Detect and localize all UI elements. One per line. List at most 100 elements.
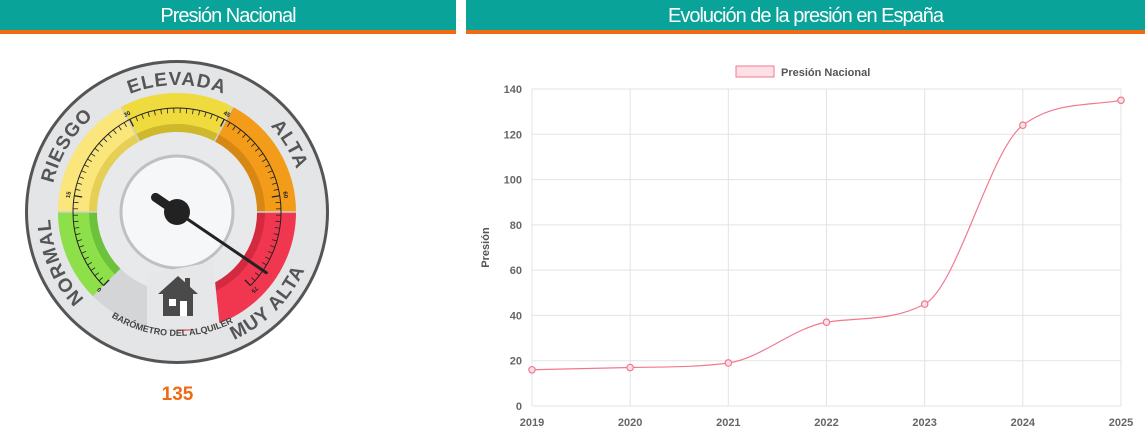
gauge-tick [250,277,256,282]
house-door [180,301,187,316]
gauge-tick [198,110,201,116]
x-tick-label: 2020 [618,417,642,429]
gauge-tick-label: 45 [222,111,231,120]
gauge-needle-hub [164,199,190,225]
data-point [724,359,733,367]
gauge-tick [274,227,280,229]
house-icon [158,276,198,316]
gauge-tick [77,182,83,185]
gauge-tick [135,116,139,122]
gauge-tick [262,262,267,266]
gauge-tick [265,164,270,168]
gauge-tick [129,119,134,127]
gauge-tick [237,129,242,135]
gauge-tick [271,239,277,242]
gauge-tick [254,147,260,152]
gauge-zone-alta [216,106,296,212]
gauge-tick [258,153,264,157]
gauge-zone-separator [213,106,234,142]
legend-label: Presión Nacional [781,67,870,79]
gauge-zone-band [89,212,121,275]
gauge-tick [87,158,92,162]
gauge-tick [75,233,81,236]
gauge-tick [123,122,127,127]
gauge-tick [242,133,247,139]
gauge-tick [98,142,104,147]
y-tick-label: 140 [504,84,522,96]
gauge-tick [79,245,84,248]
gauge-tick [147,112,150,118]
x-tick-label: 2025 [1109,417,1133,429]
gauge-tick [81,170,87,174]
gauge-tick [94,147,100,152]
gauge-tick-label: 60 [281,191,288,199]
gauge-tick [254,272,260,277]
gauge-tick [246,138,251,143]
data-point [626,363,634,372]
gauge-zone-normal [58,212,117,297]
gauge-tick [90,153,96,157]
gauge-tick [94,272,100,277]
x-tick-label: 2019 [520,417,544,429]
legend-swatch [735,65,775,78]
gauge-zone-riesgo [58,106,138,212]
gauge-tick [204,112,207,118]
data-point [1117,96,1125,105]
y-tick-label: 20 [510,356,522,368]
gauge-tick [77,239,83,242]
gauge-tick [265,256,270,260]
chart-panel-title: Evolución de la presión en España [466,0,1145,34]
y-tick-label: 80 [510,220,522,232]
x-tick-label: 2022 [814,417,838,429]
gauge-tick [75,188,81,191]
gauge-zone-separator [120,106,141,142]
gauge-tick [244,279,251,286]
gauge-tick [250,142,256,147]
gauge-tick [271,182,277,185]
gauge-tick [273,188,279,191]
gauge-zone-band [214,134,265,212]
gauge-tick [84,164,89,168]
gauge-tick [90,267,96,271]
gauge-tick [84,256,89,260]
gauge-tick [271,195,280,198]
gauge-tick [103,279,110,286]
gauge-tick [74,195,83,198]
house-chimney [185,278,190,288]
gauge-panel-title: Presión Nacional [0,0,456,34]
gauge-tick [98,277,104,282]
gauge-zone-band [177,212,265,300]
gauge-tick [141,114,144,119]
y-tick-label: 120 [504,129,522,141]
gauge-tick [267,170,273,174]
gauge-tick [153,110,156,116]
gauge-value: 135 [161,384,194,405]
data-point [528,365,536,374]
gauge-tick [262,158,267,162]
gauge-tick [220,119,225,127]
gauge-tick [74,227,80,229]
gauge-tick-label: 15 [66,191,73,199]
gauge-tick [227,122,231,127]
gauge-tick [79,176,84,179]
gauge-tick [232,125,236,131]
y-tick-label: 60 [510,265,522,277]
gauge-tick-arc [72,107,282,286]
gauge-tick [210,114,213,119]
gauge-tick-label: 30 [123,110,132,119]
gauge-tick [215,116,219,122]
data-point [822,318,831,327]
gauge-zone-elevada [121,93,233,137]
gauge-tick [81,250,87,254]
x-tick-label: 2021 [716,417,740,429]
y-tick-label: 0 [516,401,522,413]
y-tick-label: 40 [510,310,522,322]
gauge-zone-band [135,124,219,142]
house-window [169,299,176,306]
gauge-tick [112,129,117,135]
pressure-evolution-chart: 0 20 40 60 80 100 120 140 2019 2020 2021 2022 2023 20… [480,65,1133,429]
gauge-tick [118,125,122,131]
gauge-tick [160,109,162,115]
gauge-tick-label: 0 [96,285,103,292]
